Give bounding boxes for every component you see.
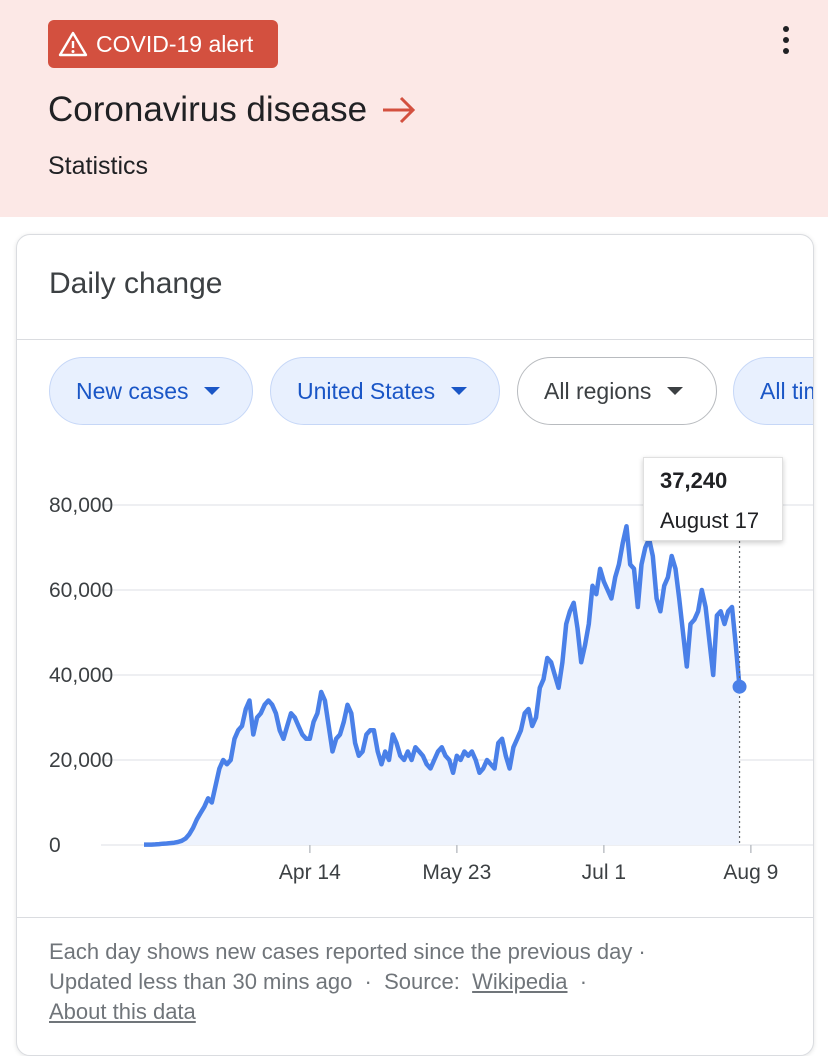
about-data-link[interactable]: About this data	[49, 999, 196, 1024]
covid-alert-badge[interactable]: COVID-19 alert	[48, 20, 278, 68]
filter-chips: New cases United States All regions All …	[49, 357, 813, 429]
footer-line-2: Updated less than 30 mins ago · Source: …	[49, 969, 588, 994]
hover-point	[732, 679, 747, 694]
tooltip-value: 37,240	[660, 468, 728, 493]
dropdown-caret-icon	[204, 387, 221, 395]
page-title[interactable]: Coronavirus disease	[48, 90, 417, 130]
y-tick-label: 20,000	[49, 749, 113, 772]
arrow-right-icon	[383, 96, 416, 124]
x-tick-label: Aug 9	[723, 861, 778, 884]
chip-label: All regions	[544, 377, 652, 404]
card-title: Daily change	[49, 267, 223, 300]
series-line	[144, 524, 742, 847]
chip-label: United States	[297, 377, 436, 404]
x-tick-label: Jul 1	[582, 861, 626, 884]
tooltip-date: August 17	[660, 508, 760, 533]
dropdown-caret-icon	[667, 387, 684, 395]
x-tick-label: May 23	[422, 861, 491, 884]
page-title-text: Coronavirus disease	[48, 90, 368, 129]
footer-line-1: Each day shows new cases reported since …	[49, 939, 646, 964]
series-area	[144, 526, 740, 845]
divider	[17, 917, 813, 918]
y-tick-label: 80,000	[49, 494, 113, 517]
alert-panel: COVID-19 alert Coronavirus disease Stati…	[0, 0, 828, 217]
chip-label: New cases	[76, 377, 189, 404]
daily-cases-chart[interactable]: 80,000 60,000 40,000 20,000 0 Apr 14 May 23 Jul…	[17, 445, 813, 885]
page-subtitle: Statistics	[48, 152, 149, 180]
chart-tooltip: 37,240 August 17	[643, 457, 783, 541]
wikipedia-link[interactable]: Wikipedia	[472, 969, 568, 994]
alert-label: COVID-19 alert	[96, 30, 254, 57]
dropdown-caret-icon	[451, 387, 468, 395]
chip-regions[interactable]: All regions	[517, 357, 717, 425]
chip-metric[interactable]: New cases	[49, 357, 253, 425]
chip-country[interactable]: United States	[270, 357, 500, 425]
more-options-icon[interactable]	[774, 26, 798, 54]
y-tick-label: 0	[49, 834, 61, 857]
y-tick-label: 40,000	[49, 664, 113, 687]
divider	[17, 339, 813, 340]
x-tick-label: Apr 14	[279, 861, 341, 884]
warning-icon	[58, 31, 88, 57]
daily-change-card: Daily change New cases United States All…	[16, 234, 814, 1056]
y-tick-label: 60,000	[49, 579, 113, 602]
footer-info: Each day shows new cases reported since …	[49, 937, 789, 1027]
footer-line-3: About this data	[49, 997, 789, 1027]
chip-label: All time	[760, 377, 813, 404]
chip-time-range[interactable]: All time	[733, 357, 813, 425]
